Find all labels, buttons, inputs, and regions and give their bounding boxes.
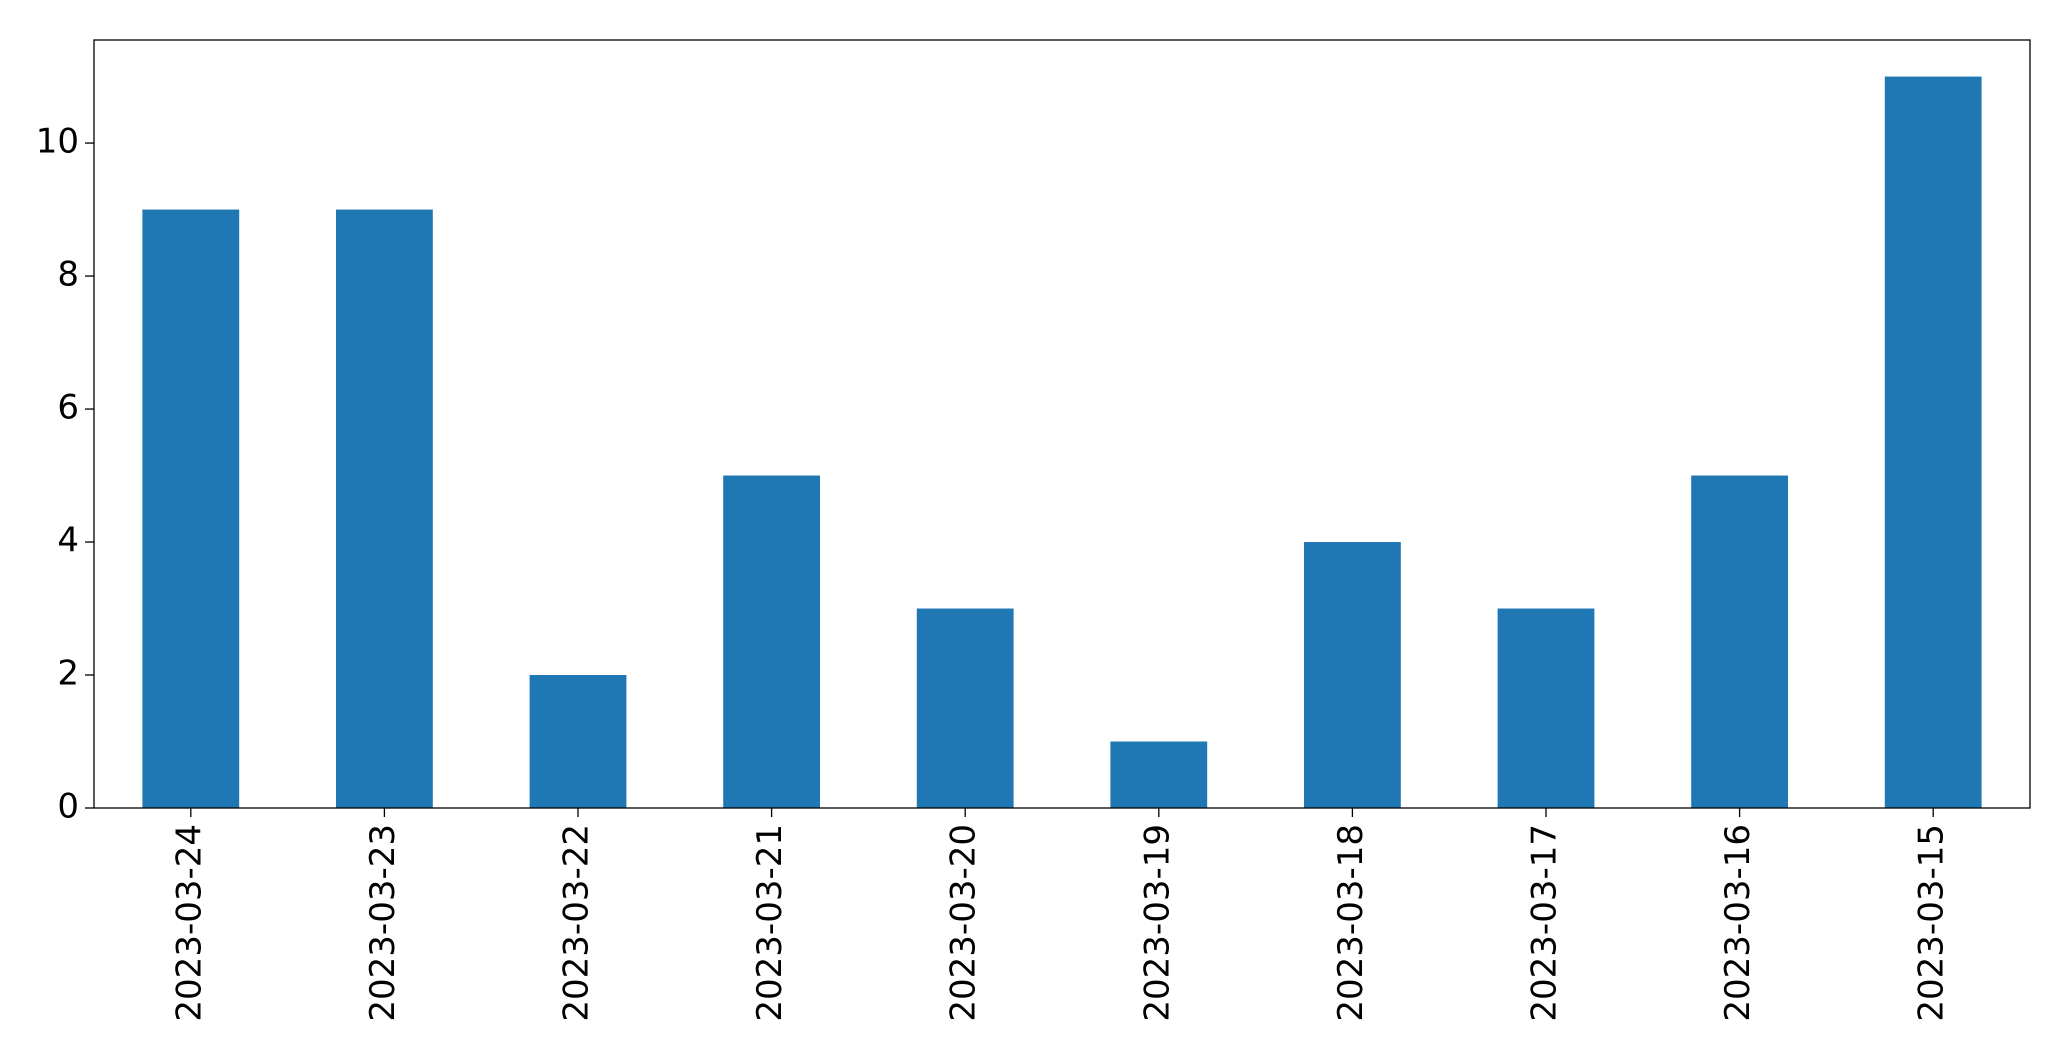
y-tick-label: 8 bbox=[57, 255, 79, 295]
bar bbox=[1110, 741, 1208, 808]
bar bbox=[529, 675, 627, 808]
x-tick-label: 2023-03-20 bbox=[944, 824, 984, 1022]
x-tick-label: 2023-03-16 bbox=[1718, 824, 1758, 1022]
bar bbox=[142, 209, 240, 808]
y-tick-label: 4 bbox=[57, 521, 79, 561]
x-tick-label: 2023-03-22 bbox=[557, 824, 597, 1022]
y-tick-label: 2 bbox=[57, 654, 79, 694]
bar bbox=[916, 608, 1014, 808]
bar bbox=[1691, 475, 1788, 808]
x-tick-label: 2023-03-23 bbox=[363, 824, 403, 1022]
bar bbox=[336, 209, 433, 808]
x-tick-label: 2023-03-21 bbox=[750, 824, 790, 1022]
x-tick-label: 2023-03-24 bbox=[169, 824, 209, 1022]
x-tick-label: 2023-03-19 bbox=[1137, 824, 1177, 1022]
x-tick-label: 2023-03-18 bbox=[1331, 824, 1371, 1022]
y-tick-label: 10 bbox=[36, 122, 79, 162]
y-tick-label: 0 bbox=[57, 787, 79, 827]
bar bbox=[1304, 542, 1401, 808]
plot-frame bbox=[93, 39, 2031, 809]
x-tick-label: 2023-03-17 bbox=[1525, 824, 1565, 1022]
bar bbox=[1884, 76, 1982, 809]
bar bbox=[723, 475, 820, 808]
x-tick-label: 2023-03-15 bbox=[1912, 824, 1952, 1022]
y-tick-label: 6 bbox=[57, 388, 79, 428]
bar bbox=[1497, 608, 1595, 808]
